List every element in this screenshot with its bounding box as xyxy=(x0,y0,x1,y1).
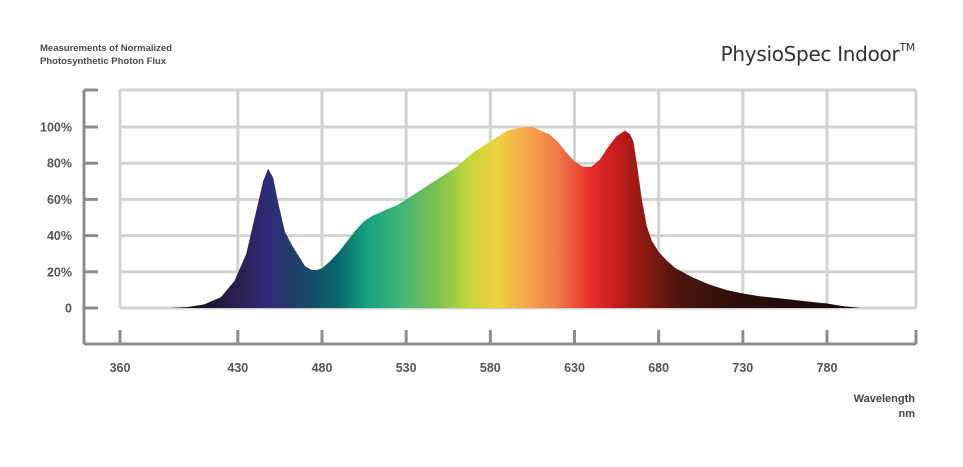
axes xyxy=(82,88,918,346)
x-tick-label-680: 680 xyxy=(648,361,669,375)
x-tick-labels: 360 430 480 530 580 630 680 730 780 xyxy=(110,361,838,375)
x-tick-label-730: 730 xyxy=(732,361,753,375)
y-tick-label-100: 100% xyxy=(40,121,72,135)
spectrum-area-layer xyxy=(120,127,861,308)
chart-subtitle: Measurements of Normalized Photosyntheti… xyxy=(40,42,172,68)
x-tick-label-780: 780 xyxy=(817,361,838,375)
y-tick-label-60: 60% xyxy=(47,193,72,207)
x-tick-label-360: 360 xyxy=(110,361,131,375)
y-tick-label-40: 40% xyxy=(47,229,72,243)
subtitle-line-2: Photosynthetic Photon Flux xyxy=(40,56,167,67)
x-tick-label-580: 580 xyxy=(480,361,501,375)
y-tick-label-80: 80% xyxy=(47,157,72,171)
trademark-mark: TM xyxy=(899,41,915,55)
x-tick-label-480: 480 xyxy=(312,361,333,375)
brand-name: PhysioSpec Indoor xyxy=(720,42,900,66)
x-tick-label-430: 430 xyxy=(227,361,248,375)
x-tick-label-530: 530 xyxy=(396,361,417,375)
spectrum-area xyxy=(120,127,861,308)
y-tick-label-0: 0 xyxy=(65,302,72,316)
y-tick-labels: 0 20% 40% 60% 80% 100% xyxy=(40,121,72,316)
x-axis-title-line-2: nm xyxy=(899,408,916,420)
x-axis-title-line-1: Wavelength xyxy=(854,393,916,405)
x-tick-label-630: 630 xyxy=(564,361,585,375)
y-tick-label-20: 20% xyxy=(47,265,72,279)
brand-title: PhysioSpec IndoorTM xyxy=(720,41,916,66)
subtitle-line-1: Measurements of Normalized xyxy=(40,43,172,54)
